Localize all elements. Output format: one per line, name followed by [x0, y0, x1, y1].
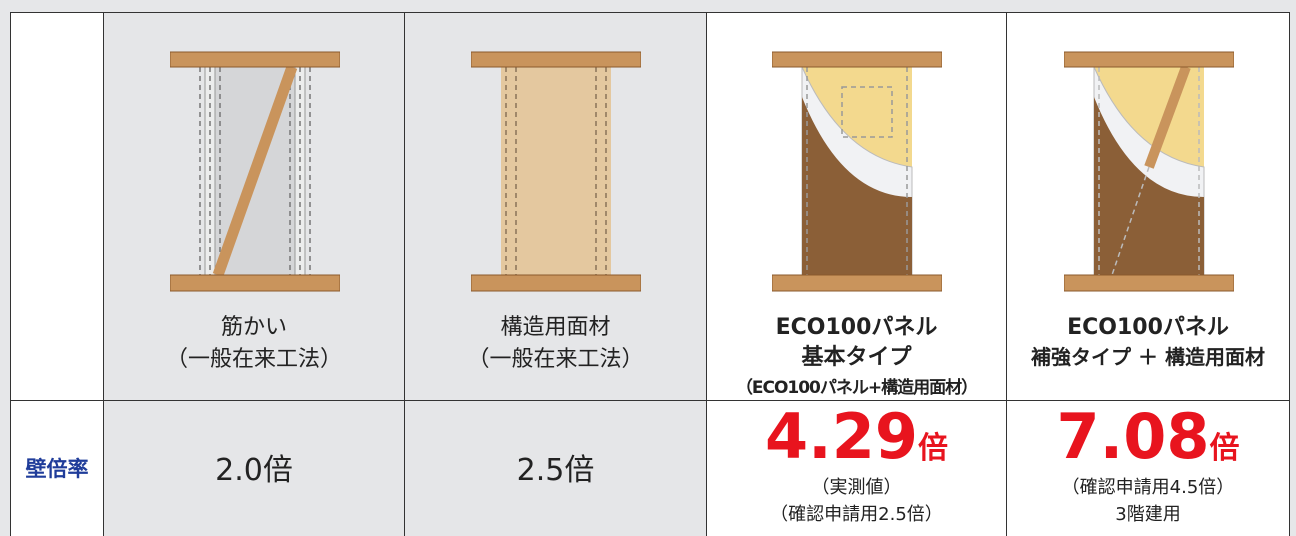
column-subtitle: （一般在来工法）	[165, 347, 342, 372]
note: 3階建用	[1115, 504, 1181, 525]
header-cell: 構造用面材 （一般在来工法）	[405, 12, 707, 401]
header-cell: ECO100パネル 基本タイプ （ECO100パネル+構造用面材）	[707, 12, 1007, 401]
value-cell: 7.08倍 （確認申請用4.5倍） 3階建用	[1007, 401, 1290, 536]
column-title: ECO100パネル	[775, 315, 938, 340]
column-note: （ECO100パネル+構造用面材）	[735, 378, 978, 398]
corner-cell	[10, 12, 104, 401]
eco-panel-illustration	[772, 51, 942, 292]
eco-reinforced-illustration	[1064, 51, 1234, 292]
column-subtitle: （一般在来工法）	[467, 347, 644, 372]
value: 7.08	[1056, 400, 1210, 473]
note: （実測値）	[811, 477, 902, 498]
value-cell: 2.5倍	[405, 401, 707, 536]
column-title: 構造用面材	[500, 315, 611, 340]
highlight-value: 4.29倍	[707, 405, 1006, 485]
column-subtitle: 基本タイプ	[801, 345, 912, 370]
value: 4.29	[765, 400, 918, 473]
column-title: ECO100パネル	[1067, 315, 1229, 340]
note: （確認申請用4.5倍）	[1061, 477, 1235, 498]
column-subtitle: 補強タイプ ＋ 構造用面材	[1031, 345, 1265, 369]
board-illustration	[471, 51, 641, 292]
unit: 倍	[1209, 431, 1240, 466]
column-title: 筋かい	[220, 315, 287, 340]
unit: 倍	[917, 431, 948, 466]
header-cell: ECO100パネル 補強タイプ ＋ 構造用面材	[1007, 12, 1290, 401]
value: 2.5倍	[516, 453, 595, 488]
header-cell: 筋かい （一般在来工法）	[104, 12, 405, 401]
row-label-cell: 壁倍率	[10, 401, 104, 536]
value-cell: 4.29倍 （実測値） （確認申請用2.5倍）	[707, 401, 1007, 536]
highlight-value: 7.08倍	[1007, 405, 1289, 485]
brace-illustration	[170, 51, 340, 292]
value-cell: 2.0倍	[104, 401, 405, 536]
note: （確認申請用2.5倍）	[770, 504, 943, 525]
row-label: 壁倍率	[25, 457, 89, 481]
value: 2.0倍	[215, 453, 293, 488]
